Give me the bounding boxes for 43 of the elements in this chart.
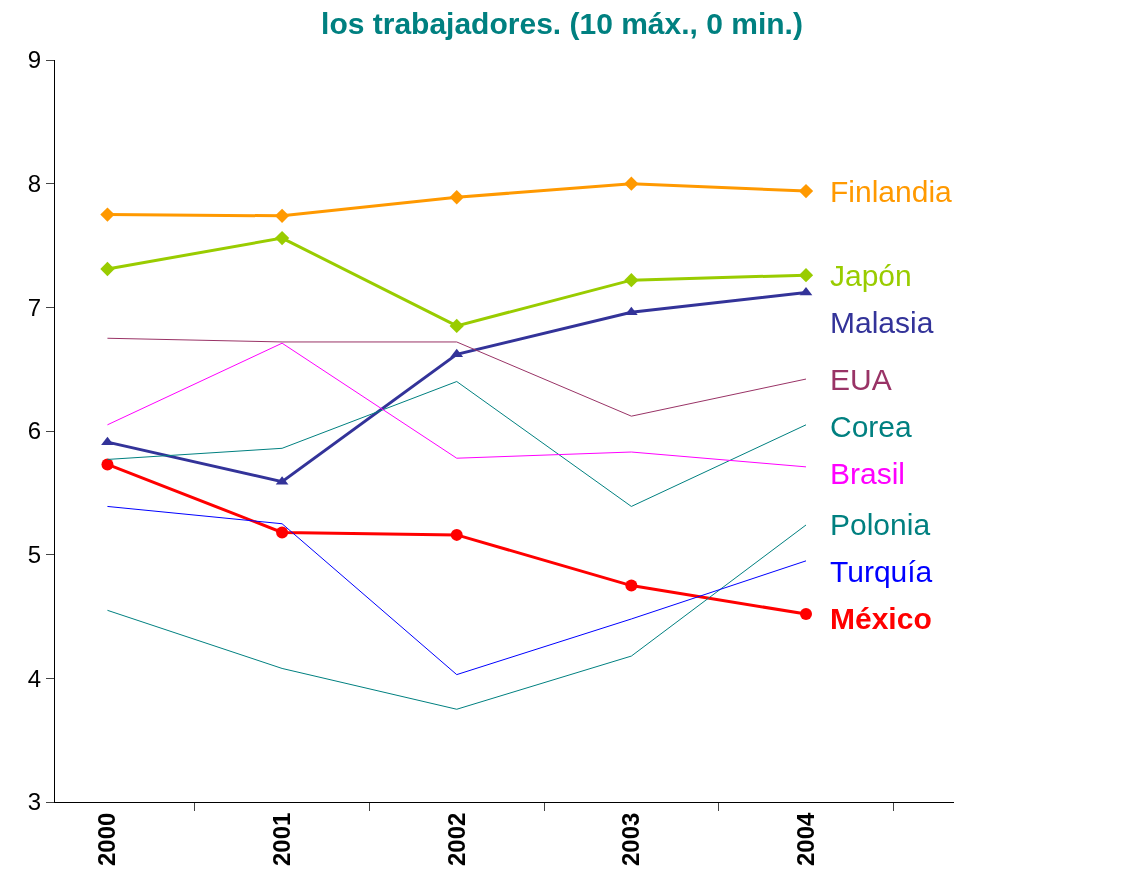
point <box>274 230 290 246</box>
series-label: Brasil <box>830 457 906 490</box>
point <box>449 318 464 334</box>
line-series <box>106 337 807 417</box>
series-label: Corea <box>830 410 913 443</box>
series-label: Turquía <box>830 555 933 588</box>
chart-title: los trabajadores. (10 máx., 0 min.) <box>321 7 803 41</box>
series-label: Finlandia <box>830 175 953 208</box>
series-label: EUA <box>830 363 892 396</box>
line-series <box>106 342 807 468</box>
point <box>101 458 114 471</box>
y-tick-label: 6 <box>27 417 42 445</box>
point <box>798 183 814 199</box>
y-tick-label: 3 <box>27 788 42 816</box>
y-tick-label: 8 <box>27 170 42 198</box>
y-tick-label: 7 <box>27 293 42 321</box>
y-tick-label: 9 <box>27 46 42 74</box>
x-tick-label: 2003 <box>617 812 645 866</box>
point <box>274 208 290 223</box>
y-tick-label: 5 <box>27 541 42 569</box>
line-series <box>106 505 807 676</box>
x-tick-label: 2004 <box>791 811 819 866</box>
point <box>798 268 814 283</box>
point <box>799 286 813 296</box>
point <box>624 176 639 191</box>
x-tick-label: 2001 <box>267 812 295 866</box>
point <box>450 348 464 358</box>
series-label: Malasia <box>830 306 934 339</box>
series-label: Japón <box>830 259 912 292</box>
series-label: Polonia <box>830 508 931 541</box>
point <box>449 190 464 205</box>
point <box>276 526 289 539</box>
point <box>625 579 638 592</box>
y-tick-label: 4 <box>27 664 42 692</box>
x-tick-label: 2000 <box>93 812 121 866</box>
line-series <box>106 524 807 710</box>
point <box>624 272 639 288</box>
x-tick-label: 2002 <box>442 812 470 866</box>
point <box>450 528 463 541</box>
series-label: México <box>830 602 932 635</box>
point <box>100 261 115 277</box>
point <box>800 608 812 621</box>
point <box>100 207 115 222</box>
